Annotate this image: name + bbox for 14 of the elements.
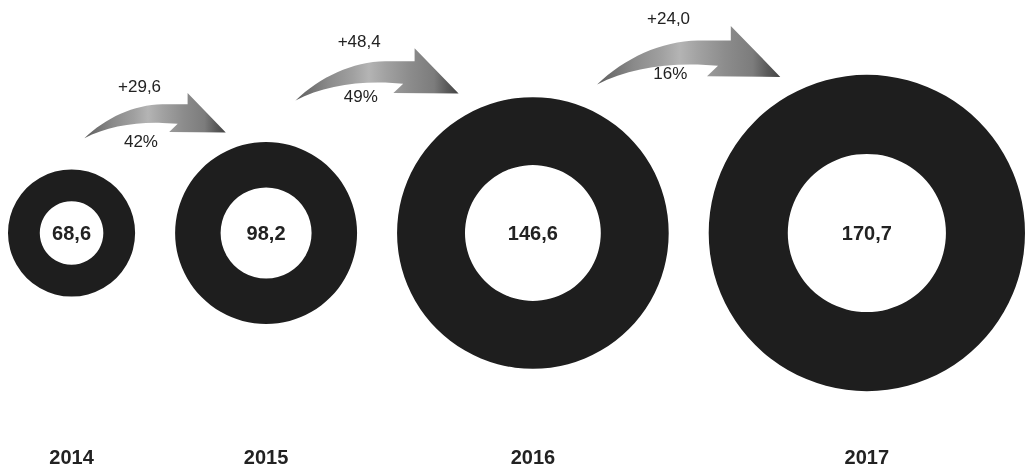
text: 16% [653, 64, 688, 84]
data-label: 146,6 [507, 222, 558, 244]
category-label: 2016 [510, 446, 556, 468]
text: +48,4 [337, 31, 381, 51]
category-label: 2017 [844, 446, 890, 468]
text: +29,6 [118, 76, 162, 96]
category-label: 2015 [243, 446, 289, 468]
data-label: 68,6 [52, 222, 92, 244]
text: 49% [343, 86, 378, 106]
text: +24,0 [647, 9, 691, 29]
data-label: 170,7 [841, 222, 892, 244]
text: 42% [123, 131, 158, 151]
data-label: 98,2 [246, 222, 286, 244]
category-label: 2014 [49, 446, 95, 468]
